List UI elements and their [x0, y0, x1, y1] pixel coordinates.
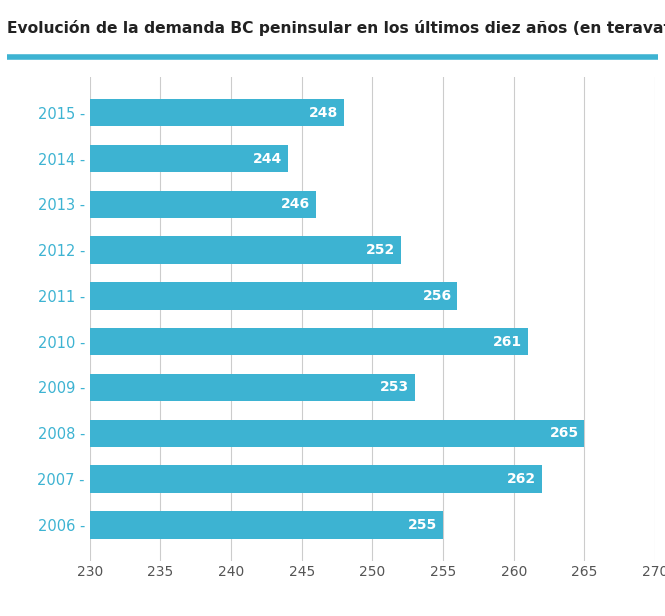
Bar: [90, 237, 401, 264]
Bar: [90, 190, 316, 218]
Text: 255: 255: [408, 518, 438, 532]
Text: 256: 256: [422, 289, 452, 303]
Text: 262: 262: [507, 472, 537, 486]
Text: 248: 248: [309, 106, 338, 120]
Bar: [90, 374, 415, 401]
Bar: [90, 511, 443, 538]
Text: 253: 253: [380, 381, 409, 394]
Bar: [90, 465, 542, 493]
Text: 265: 265: [549, 426, 579, 440]
Bar: [90, 282, 458, 310]
Bar: [90, 99, 344, 126]
Text: 244: 244: [253, 152, 282, 166]
Bar: [90, 419, 585, 447]
Bar: [90, 145, 288, 172]
Bar: [90, 328, 528, 355]
Text: 252: 252: [366, 243, 395, 257]
Text: 261: 261: [493, 334, 522, 349]
Text: Evolución de la demanda BC peninsular en los últimos diez años (en teravatios ho: Evolución de la demanda BC peninsular en…: [7, 20, 665, 36]
Text: 246: 246: [281, 197, 311, 211]
